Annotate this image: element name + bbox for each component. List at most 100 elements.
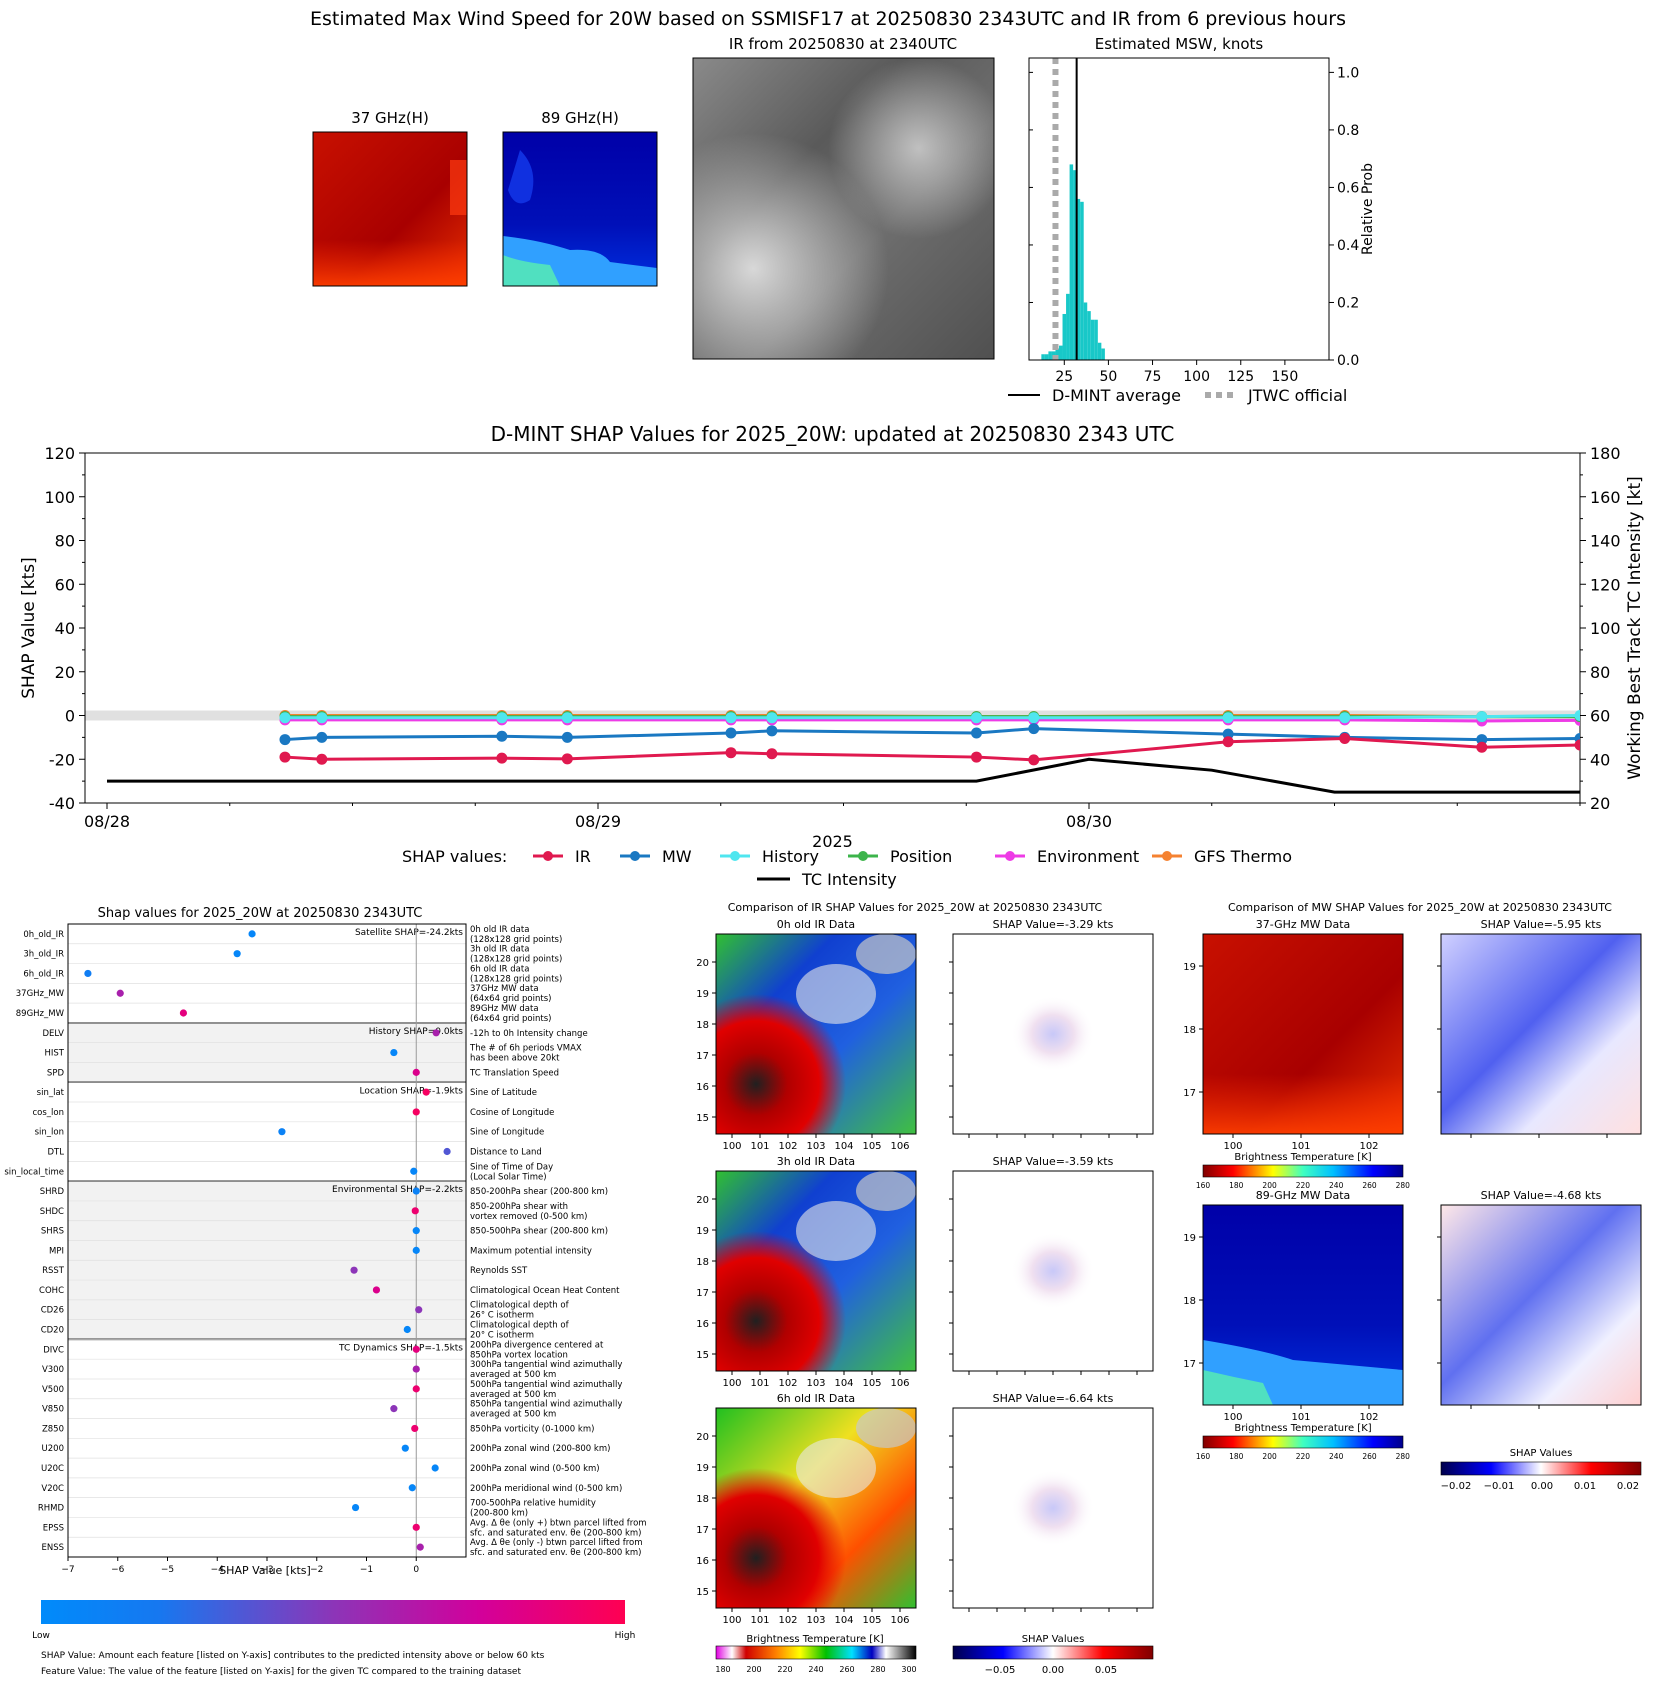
- y-tick-label: 80: [55, 532, 75, 551]
- feature-description: 200hPa meridional wind (0-500 km): [470, 1484, 622, 1494]
- feature-description: Cosine of Longitude: [470, 1108, 554, 1118]
- ir-xtick-label: 100: [722, 1378, 741, 1389]
- feature-description: sfc. and saturated env. θe (200-800 km): [470, 1528, 642, 1538]
- mw37-image: [312, 131, 468, 287]
- ir-point: [1028, 754, 1040, 766]
- feature-name: DTL: [48, 1147, 65, 1157]
- feature-name: sin_local_time: [4, 1167, 64, 1177]
- x-tick-label: 08/29: [575, 812, 621, 831]
- mw-point: [725, 727, 737, 739]
- feature-name: 3h_old_IR: [23, 950, 64, 960]
- feature-name: 0h_old_IR: [23, 930, 64, 940]
- ir-ytick-label: 18: [696, 1257, 709, 1268]
- histogram-bar: [1069, 164, 1074, 360]
- timeseries-title: D-MINT SHAP Values for 2025_20W: updated…: [491, 422, 1175, 446]
- feature-colorbar: [41, 1600, 625, 1624]
- feature-description: 200hPa zonal wind (0-500 km): [470, 1464, 600, 1474]
- feature-xtick-label: −5: [161, 1565, 174, 1575]
- mw-cbar-tick: 180: [1229, 1181, 1244, 1190]
- ir-ytick-label: 16: [696, 1082, 709, 1093]
- mw89-title: 89 GHz(H): [541, 109, 619, 127]
- legend-gfs-thermo-marker: [1162, 851, 1172, 861]
- mw-data-frame: [1202, 1204, 1404, 1406]
- feature-shap-point: [412, 1108, 420, 1116]
- ir-xtick-label: 101: [750, 1141, 769, 1152]
- mw-cbar-label: Brightness Temperature [K]: [1234, 1423, 1371, 1434]
- feature-shap-point: [431, 1464, 439, 1472]
- legend-history-label: History: [762, 847, 819, 866]
- mw-data-title: 89-GHz MW Data: [1256, 1189, 1351, 1202]
- feature-name: DIVC: [43, 1345, 64, 1355]
- ir-colorbar: [715, 1645, 917, 1660]
- feature-name: SHDC: [40, 1207, 64, 1217]
- feature-shap-point: [432, 1029, 440, 1037]
- mw-cbar-tick: 200: [1262, 1181, 1277, 1190]
- feature-description: Sine of Longitude: [470, 1128, 544, 1138]
- ir-ytick-label: 20: [696, 958, 709, 969]
- y2-tick-label: 60: [1590, 707, 1610, 726]
- feature-xtick-label: −3: [260, 1565, 273, 1575]
- ir-cbar-tick: 240: [808, 1665, 823, 1674]
- legend-jtwc-label: JTWC official: [1247, 386, 1347, 405]
- ir-point: [1339, 732, 1351, 744]
- y2-axis-label: Working Best Track TC Intensity [kt]: [1625, 476, 1645, 780]
- ir-cbar-tick: 280: [870, 1665, 885, 1674]
- feature-shap-point: [278, 1128, 286, 1136]
- feature-description: averaged at 500 km: [470, 1410, 556, 1420]
- mw-shap-image: [1441, 934, 1641, 1134]
- ir-data-cloud: [856, 1408, 916, 1448]
- ir-data-image: [716, 934, 916, 1134]
- timeseries-frame: [84, 452, 1581, 804]
- ir-xtick-label: 102: [778, 1378, 797, 1389]
- ir-ytick-label: 19: [696, 1463, 709, 1474]
- mw-xtick-label: 100: [1223, 1141, 1242, 1152]
- mw-shap-colorbar: [1440, 1461, 1642, 1476]
- histogram-bar: [1055, 348, 1059, 360]
- feature-shap-point: [233, 950, 241, 958]
- legend-environment-marker: [1005, 851, 1015, 861]
- mw-shap-title: SHAP Value=-5.95 kts: [1481, 918, 1602, 931]
- mw-cbar-tick: 200: [1262, 1452, 1277, 1461]
- feature-shap-point: [412, 1385, 420, 1393]
- feature-shap-point: [351, 1503, 360, 1512]
- legend-position-marker: [858, 851, 868, 861]
- ir-xtick-label: 104: [834, 1378, 853, 1389]
- histogram-bar: [1076, 198, 1081, 360]
- feature-name: RSST: [42, 1266, 65, 1276]
- feature-shap-point: [416, 1543, 424, 1551]
- ir-data-cloud: [856, 934, 916, 974]
- histogram-xtick-label: 25: [1055, 369, 1073, 385]
- ir-xtick-label: 105: [862, 1141, 881, 1152]
- feature-shap-point: [372, 1286, 381, 1294]
- feature-shap-point: [412, 1345, 420, 1353]
- mw-comparison-title: Comparison of MW SHAP Values for 2025_20…: [1228, 901, 1612, 914]
- y2-tick-label: 100: [1590, 619, 1621, 638]
- feature-group-label: Satellite SHAP=-24.2kts: [355, 928, 463, 938]
- ir-ytick-label: 20: [696, 1195, 709, 1206]
- feature-shap-point: [408, 1484, 416, 1492]
- feature-shap-point: [412, 1246, 420, 1254]
- mw-cbar-tick: 280: [1396, 1452, 1411, 1461]
- histogram-xtick-label: 50: [1099, 369, 1117, 385]
- feature-xtick-label: −1: [360, 1565, 373, 1575]
- y-tick-label: 0: [65, 707, 75, 726]
- environment-series-line: [284, 718, 1580, 723]
- ir-ytick-label: 17: [696, 1288, 709, 1299]
- ir-data-cloud: [856, 1171, 916, 1211]
- feature-description: Maximum potential intensity: [470, 1246, 592, 1256]
- mw-shap-cbar-tick: −0.01: [1484, 1481, 1515, 1492]
- mw-cbar-tick: 220: [1296, 1452, 1311, 1461]
- ir-shap-colorbar: [952, 1645, 1154, 1660]
- legend-position-label: Position: [890, 847, 952, 866]
- mw-shap-cbar-label: SHAP Values: [1510, 1448, 1573, 1459]
- mw-shap-frame: [1440, 1204, 1642, 1406]
- feature-description: 89GHz MW data: [470, 1004, 539, 1014]
- mw37-title: 37 GHz(H): [351, 109, 429, 127]
- feature-shap-point: [350, 1266, 358, 1274]
- mw-point: [316, 731, 328, 743]
- ir-shap-cbar-tick: 0.00: [1042, 1665, 1064, 1676]
- histogram-bar: [1101, 348, 1105, 360]
- feature-shap-point: [422, 1088, 430, 1096]
- mw-shap-frame: [1440, 933, 1642, 1135]
- feature-name: 89GHz_MW: [16, 1009, 65, 1019]
